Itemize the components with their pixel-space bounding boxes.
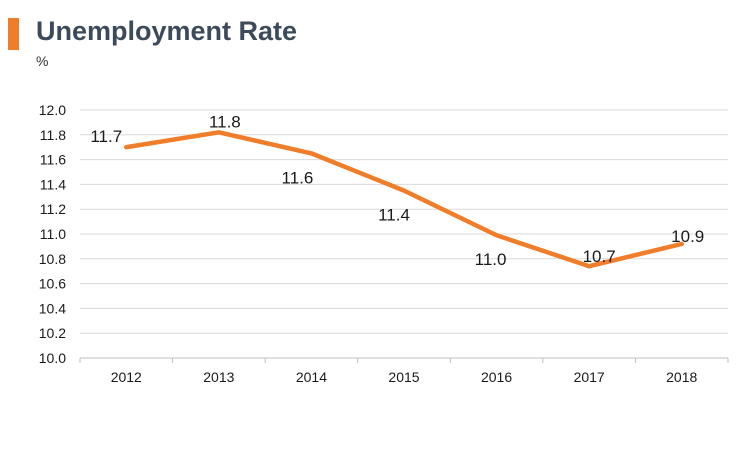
gridlines <box>80 109 728 359</box>
series-line <box>124 130 684 269</box>
title-accent-bar <box>8 18 19 50</box>
x-tick-label: 2013 <box>203 369 234 385</box>
chart-title: Unemployment Rate <box>36 16 298 46</box>
y-tick-label: 11.6 <box>40 152 66 168</box>
x-tick-label: 2017 <box>574 369 605 385</box>
x-tick-label: 2018 <box>666 369 697 385</box>
y-tick-label: 10.8 <box>39 251 66 267</box>
y-tick-label: 11.4 <box>40 176 66 192</box>
y-tick-label: 10.2 <box>39 325 66 341</box>
x-tick-label: 2015 <box>388 369 419 385</box>
data-label: 11.0 <box>475 250 507 269</box>
data-label: 11.7 <box>90 127 122 146</box>
unit-label: % <box>36 53 49 69</box>
y-tick-label: 11.8 <box>40 127 66 143</box>
y-tick-label: 11.0 <box>40 226 66 242</box>
data-label: 11.6 <box>282 168 314 187</box>
y-tick-label: 10.6 <box>39 276 66 292</box>
x-tick-label: 2012 <box>111 369 142 385</box>
y-axis: 10.0 10.2 10.4 10.6 10.8 11.0 11.2 11.4 11.6 11.8… <box>39 102 66 366</box>
data-labels: 11.7 11.8 11.6 11.4 11.0 10.7 10.9 <box>90 112 704 269</box>
x-tick-label: 2014 <box>296 369 327 385</box>
data-label: 11.8 <box>209 112 241 131</box>
x-axis: 2012 2013 2014 2015 2016 2017 2018 <box>79 358 729 385</box>
x-tick-label: 2016 <box>481 369 512 385</box>
data-label: 11.4 <box>378 206 410 225</box>
data-label: 10.7 <box>583 247 616 266</box>
data-label: 10.9 <box>671 227 704 246</box>
y-tick-label: 11.2 <box>40 201 66 217</box>
y-tick-label: 10.0 <box>39 350 66 366</box>
series <box>124 130 684 269</box>
y-tick-label: 10.4 <box>39 300 66 316</box>
y-tick-label: 12.0 <box>39 102 66 118</box>
